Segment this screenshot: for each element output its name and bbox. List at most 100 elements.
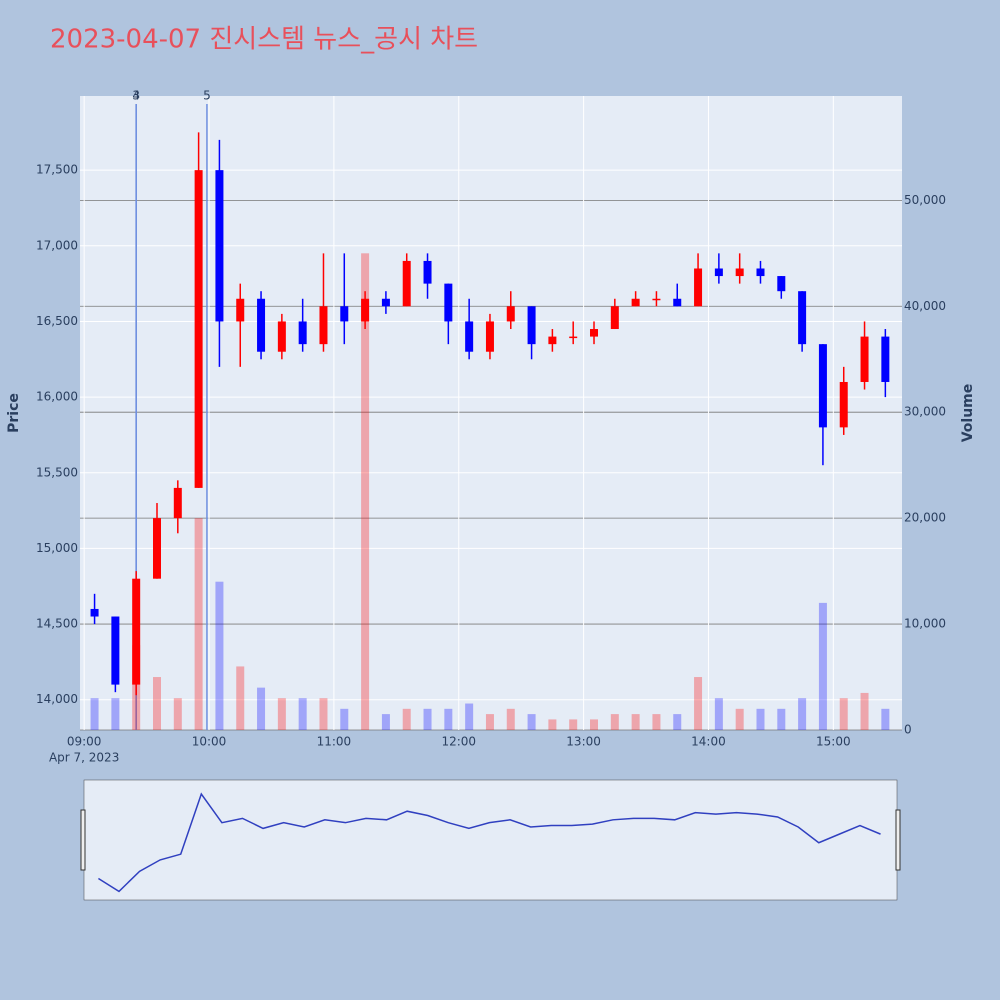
candle-body <box>444 283 453 322</box>
volume-bar <box>569 719 578 730</box>
volume-bar <box>881 708 890 730</box>
y-tick-label: 15,500 <box>36 465 78 479</box>
candle-body <box>257 298 266 352</box>
y-tick-label: 15,000 <box>36 541 78 555</box>
candle-body <box>132 578 141 685</box>
candle-body <box>610 306 619 330</box>
volume-bar <box>277 698 286 730</box>
volume-bar <box>818 602 827 730</box>
volume-bar <box>506 708 515 730</box>
y-tick-label: 17,500 <box>36 163 78 177</box>
volume-bar <box>756 708 765 730</box>
candle-body <box>777 276 786 292</box>
annotation-label: 4 <box>132 89 140 103</box>
volume-bar <box>402 708 411 730</box>
candle-body <box>465 321 474 352</box>
candle-body <box>839 381 848 428</box>
candle-body <box>90 608 99 617</box>
candle-body <box>673 298 682 307</box>
candle-body <box>694 268 703 307</box>
volume-bar <box>527 714 536 730</box>
candle-body <box>860 336 869 382</box>
candle-body <box>548 336 557 345</box>
y2-tick-label: 10,000 <box>904 617 946 631</box>
candle-body <box>631 298 640 307</box>
volume-bar <box>839 698 848 730</box>
chart-title: 2023-04-07 진시스템 뉴스_공시 차트 <box>50 25 478 55</box>
volume-bar <box>548 719 557 730</box>
candle-body <box>506 306 515 322</box>
candle-body <box>236 298 245 322</box>
volume-bar <box>590 719 599 730</box>
y-tick-label: 16,000 <box>36 390 78 404</box>
volume-bar <box>298 698 307 730</box>
y2-tick-label: 0 <box>904 723 912 737</box>
volume-bar <box>777 708 786 730</box>
y2-axis-title: Volume <box>960 384 976 443</box>
candle-body <box>402 260 411 307</box>
candle-body <box>590 329 599 337</box>
volume-bar <box>652 714 661 730</box>
y-tick-label: 14,000 <box>36 692 78 706</box>
volume-bar <box>194 518 203 730</box>
candle-body <box>173 487 182 519</box>
x-tick-label: 13:00 <box>566 735 601 749</box>
candle-body <box>423 260 432 284</box>
candle-body <box>381 298 390 307</box>
volume-bar <box>465 703 474 730</box>
volume-bar <box>444 708 453 730</box>
candle-body <box>756 268 765 277</box>
volume-bar <box>735 708 744 730</box>
volume-bar <box>319 698 328 730</box>
candle-body <box>277 321 286 352</box>
y2-tick-label: 30,000 <box>904 405 946 419</box>
range-slider-line <box>98 792 881 893</box>
x-tick-label: 09:00 <box>67 735 102 749</box>
annotation-label: 5 <box>203 89 211 103</box>
annotation-label: 3 <box>132 89 140 103</box>
x-tick-label: 10:00 <box>192 735 227 749</box>
candle-body <box>361 298 370 322</box>
volume-bar <box>173 698 182 730</box>
volume-bar <box>111 698 120 730</box>
volume-bar <box>485 714 494 730</box>
candle-body <box>111 616 120 685</box>
volume-bar <box>236 666 245 730</box>
volume-bar <box>90 698 99 730</box>
x-tick-label: 12:00 <box>441 735 476 749</box>
volume-bar <box>215 581 224 730</box>
candle-body <box>798 291 807 345</box>
y2-tick-label: 50,000 <box>904 193 946 207</box>
candle-body <box>298 321 307 345</box>
candle-body <box>881 336 890 382</box>
candle-body <box>652 298 661 301</box>
volume-bar <box>340 708 349 730</box>
y2-tick-label: 40,000 <box>904 299 946 313</box>
candle-body <box>569 336 578 339</box>
x-tick-label: 15:00 <box>816 735 851 749</box>
volume-bar <box>610 714 619 730</box>
volume-bar <box>423 708 432 730</box>
candle-body <box>735 268 744 277</box>
volume-bar <box>631 714 640 730</box>
candle-body <box>319 306 328 345</box>
volume-bar <box>257 687 266 730</box>
y2-tick-label: 20,000 <box>904 511 946 525</box>
y-axis-title: Price <box>6 393 22 433</box>
range-handle[interactable] <box>80 809 86 871</box>
volume-bar <box>152 677 161 730</box>
volume-bar <box>381 714 390 730</box>
volume-bar <box>860 692 869 730</box>
candle-body <box>485 321 494 352</box>
plot-area <box>80 96 902 730</box>
candle-body <box>194 170 203 488</box>
candle-body <box>818 344 827 428</box>
range-handle[interactable] <box>895 809 901 871</box>
candle-body <box>215 170 224 322</box>
volume-bar <box>673 714 682 730</box>
volume-bar <box>361 253 370 730</box>
range-slider[interactable] <box>83 779 898 901</box>
candle-body <box>714 268 723 277</box>
x-date-label: Apr 7, 2023 <box>49 751 119 765</box>
volume-bar <box>798 698 807 730</box>
